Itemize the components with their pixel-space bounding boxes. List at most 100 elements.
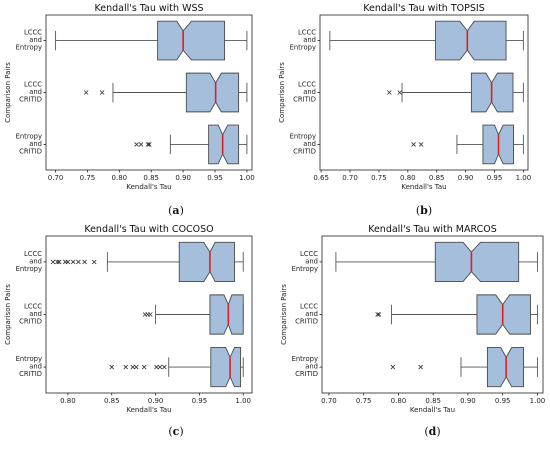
panel-b-xtick-label: 0.65 xyxy=(313,174,329,182)
panel-a-x-axis-label: Kendall's Tau xyxy=(126,183,171,191)
panel-b-xtick-label: 0.95 xyxy=(487,174,503,182)
panel-a-box xyxy=(185,72,240,113)
panel-a-box xyxy=(157,20,226,61)
panel-a-xtick-label: 0.70 xyxy=(48,174,64,182)
panel-c-y-axis-label: Comparison Pairs xyxy=(4,284,12,345)
panel-d-xtick-label: 0.70 xyxy=(321,397,337,405)
panel-a-category-label: CRITID xyxy=(19,96,42,104)
panel-d-category-label: CRITID xyxy=(295,318,318,326)
panel-d-category-label: LCCC xyxy=(300,250,318,258)
panel-c-xtick-label: 0.90 xyxy=(148,397,164,405)
panel-d-category-label: CRITID xyxy=(295,370,318,378)
panel-b-xtick-label: 0.75 xyxy=(371,174,387,182)
panel-a-category-label: and xyxy=(29,88,42,96)
panel-d-xtick-label: 0.90 xyxy=(460,397,476,405)
panel-b-category-label: and xyxy=(303,36,316,44)
panel-d-flier xyxy=(376,312,382,317)
panel-d-xtick-label: 0.95 xyxy=(495,397,511,405)
panel-a-xtick-label: 0.95 xyxy=(207,174,223,182)
panel-a-flier xyxy=(83,90,89,95)
panel-c-box xyxy=(210,347,242,388)
panel-a-flier xyxy=(99,90,105,95)
panel-c-flier xyxy=(148,312,153,317)
panel-c-x-axis-label: Kendall's Tau xyxy=(126,406,171,414)
panel-c-flier xyxy=(130,364,136,370)
panel-c-category-label: and xyxy=(29,257,42,265)
panel-c-box xyxy=(209,294,244,335)
panel-c-category-label: LCCC xyxy=(24,250,42,258)
panel-d-xtick-label: 0.75 xyxy=(356,397,372,405)
panel-a-xtick-label: 0.80 xyxy=(112,174,128,182)
panel-b-flier xyxy=(418,142,424,147)
panel-c-flier xyxy=(55,259,60,265)
panel-a-box xyxy=(208,124,240,165)
panel-d-y-axis-label: Comparison Pairs xyxy=(280,284,288,345)
panel-c-flier xyxy=(134,364,139,370)
panel-b-x-axis-label: Kendall's Tau xyxy=(401,183,446,191)
panel-b-category-label: Entropy xyxy=(290,44,316,52)
panel-b-category-label: LCCC xyxy=(298,81,316,89)
panel-d-flier xyxy=(375,312,380,317)
panel-b-flier xyxy=(397,90,403,95)
panel-a-xtick-label: 0.90 xyxy=(175,174,191,182)
panel-d-axes-frame xyxy=(321,235,544,394)
panel-a-category-label: CRITID xyxy=(19,147,42,155)
panel-a-flier xyxy=(147,142,152,147)
panel-b-box xyxy=(435,20,507,61)
panel-d-flier xyxy=(418,364,423,370)
panel-b-category-label: LCCC xyxy=(298,29,316,37)
panel-b-category-label: and xyxy=(303,88,316,96)
panel-c-title: Kendall's Tau with COCOSO xyxy=(84,224,213,235)
panel-d-flier xyxy=(390,364,396,370)
panel-d-title: Kendall's Tau with MARCOS xyxy=(368,224,497,235)
panel-c-flier xyxy=(50,259,56,265)
panel-c-flier xyxy=(162,364,167,370)
panel-d-caption: (d) xyxy=(424,425,440,438)
panel-d-category-label: LCCC xyxy=(300,303,318,311)
panel-a-flier xyxy=(145,142,151,147)
panel-c-xtick-label: 0.80 xyxy=(60,397,76,405)
panel-a-category-label: LCCC xyxy=(24,81,42,89)
panel-a-flier xyxy=(134,142,139,147)
panel-d-category-label: Entropy xyxy=(292,355,318,363)
panel-a-category-label: Entropy xyxy=(16,44,42,52)
panel-c-flier xyxy=(76,259,81,265)
panel-c-caption: (c) xyxy=(168,425,183,438)
panel-a-y-axis-label: Comparison Pairs xyxy=(4,62,12,123)
panel-c-box xyxy=(178,241,235,282)
panel-b-y-axis-label: Comparison Pairs xyxy=(278,62,286,123)
panel-b-category-label: and xyxy=(303,140,316,148)
panel-c-flier xyxy=(123,364,129,370)
panel-b-category-label: Entropy xyxy=(290,132,316,140)
panel-d-xtick-label: 0.85 xyxy=(425,397,441,405)
panel-c-flier xyxy=(91,259,97,265)
panel-b-caption: (b) xyxy=(416,204,432,217)
panel-d-xtick-label: 0.80 xyxy=(391,397,407,405)
panel-c-flier xyxy=(82,259,87,265)
panel-d-category-label: and xyxy=(305,310,318,318)
panel-a-caption: (a) xyxy=(168,204,184,217)
panel-c-xtick-label: 0.85 xyxy=(104,397,120,405)
panel-c-category-label: CRITID xyxy=(19,370,42,378)
panel-d-category-label: and xyxy=(305,363,318,371)
panel-a-category-label: and xyxy=(29,140,42,148)
panel-d-x-axis-label: Kendall's Tau xyxy=(410,406,455,414)
panel-a-category-label: and xyxy=(29,36,42,44)
panel-b-xtick-label: 0.70 xyxy=(342,174,358,182)
panel-b-xtick-label: 0.90 xyxy=(458,174,474,182)
panel-b-title: Kendall's Tau with TOPSIS xyxy=(363,3,484,14)
panel-d-xtick-label: 1.00 xyxy=(530,397,546,405)
panel-c-category-label: and xyxy=(29,310,42,318)
panel-a-flier xyxy=(138,142,144,147)
panel-a-xtick-label: 0.75 xyxy=(80,174,96,182)
panel-d-category-label: Entropy xyxy=(292,265,318,273)
panel-c-xtick-label: 1.00 xyxy=(235,397,251,405)
panel-a-title: Kendall's Tau with WSS xyxy=(94,3,203,14)
panel-c-flier xyxy=(154,364,159,370)
panel-c-flier xyxy=(157,364,163,370)
panel-b-xtick-label: 1.00 xyxy=(516,174,532,182)
panel-b-category-label: CRITID xyxy=(293,96,316,104)
panel-b-category-label: CRITID xyxy=(293,147,316,155)
panel-c-flier xyxy=(141,364,147,370)
